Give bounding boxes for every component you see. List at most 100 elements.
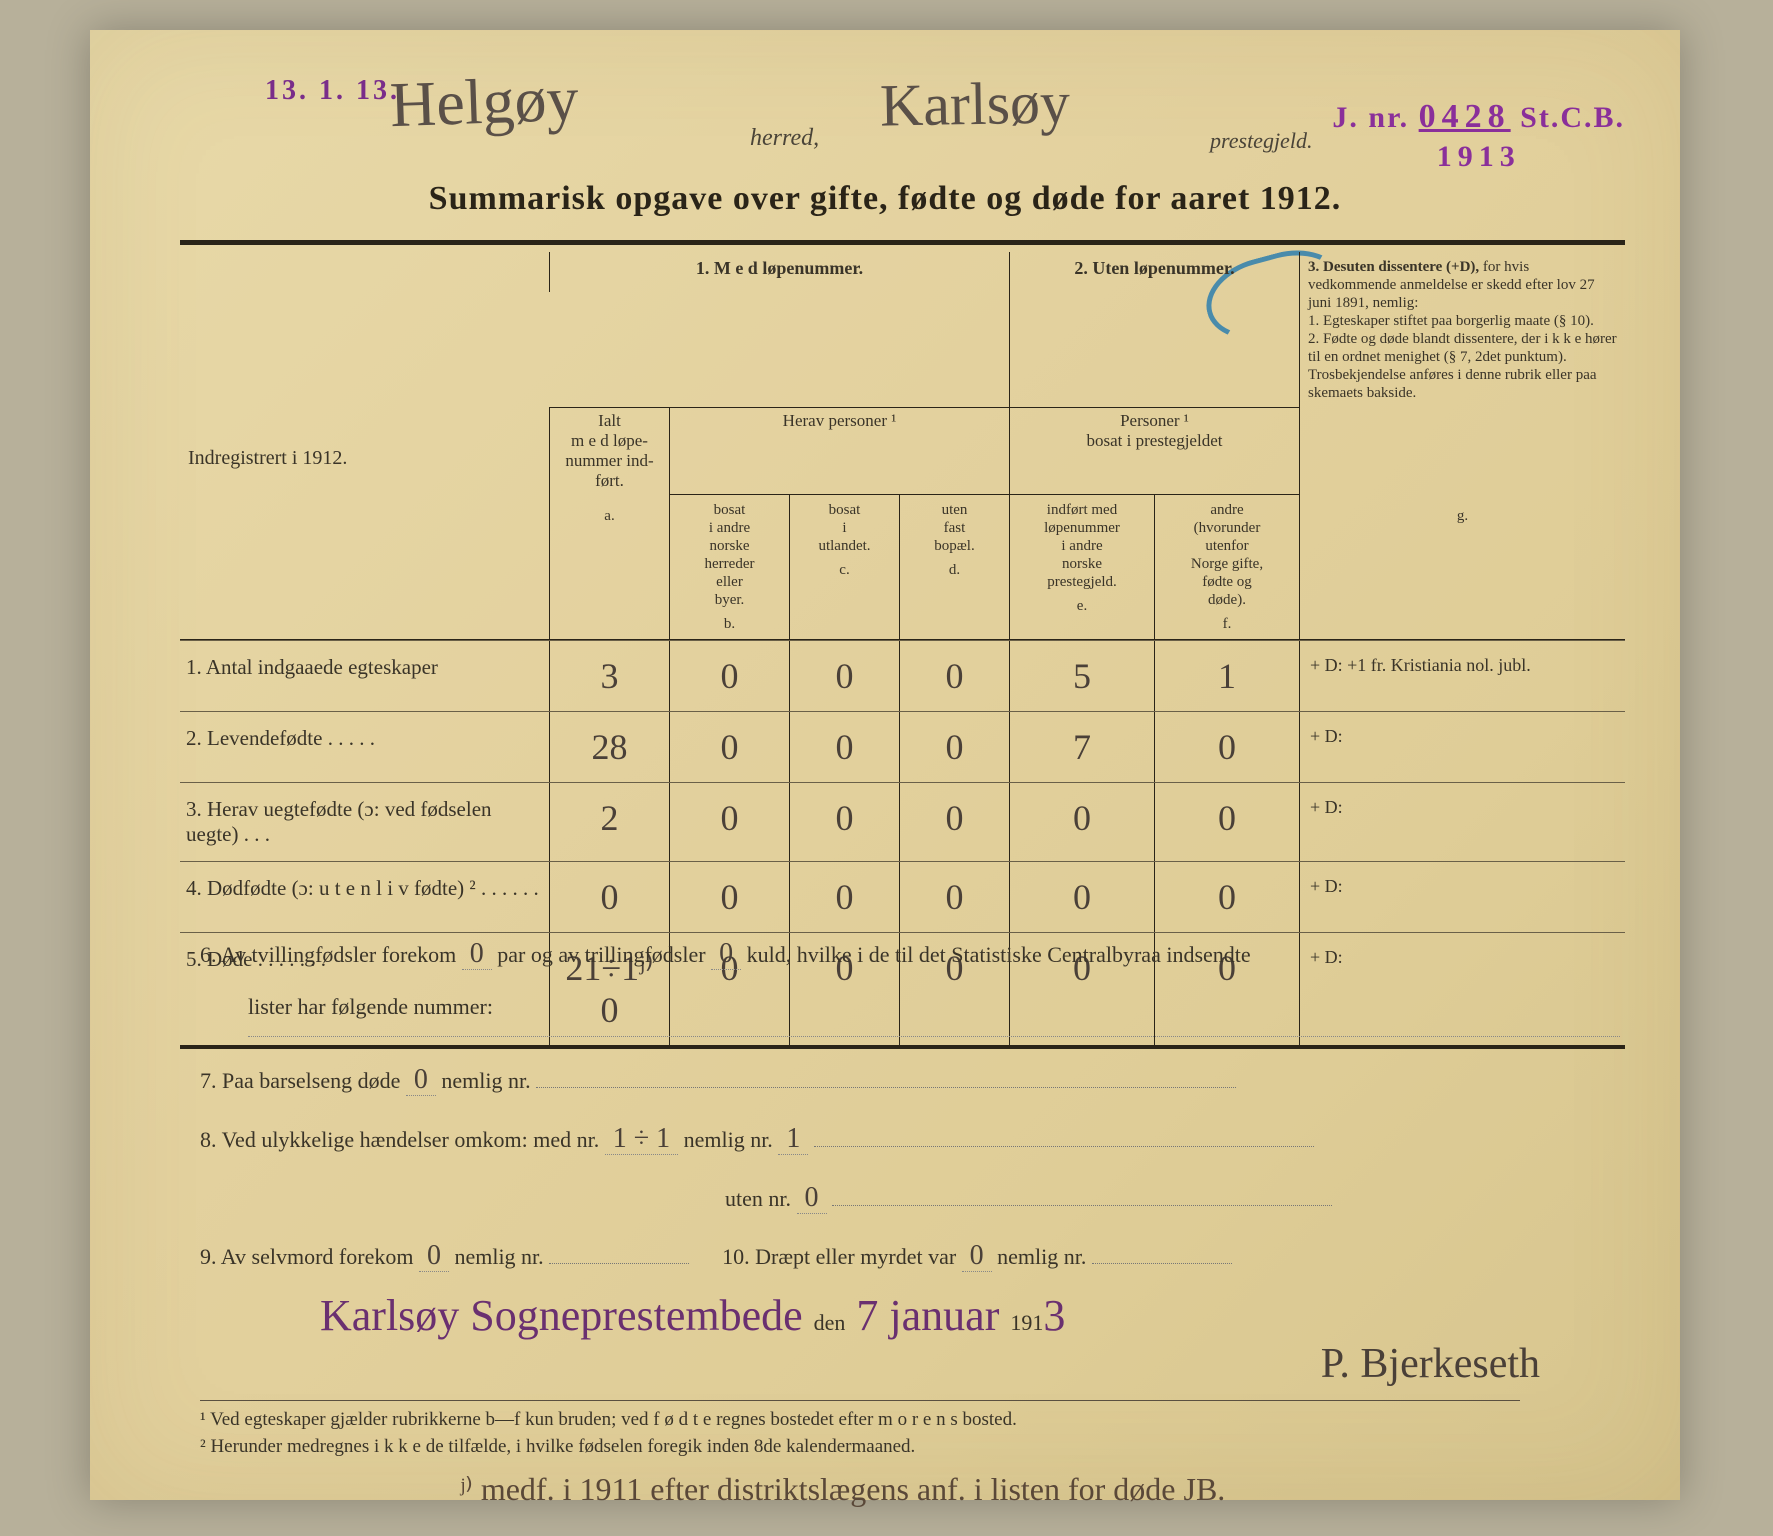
hdr-b: bosat i andre norske herreder eller byer… [670,495,790,640]
footnotes: ¹ Ved egteskaper gjælder rubrikkerne b—f… [200,1400,1520,1460]
signature-line: Karlsøy Sogneprestembede den 7 januar 19… [320,1290,1065,1341]
val-trip: 0 [711,938,741,970]
sig-year-prefix: 191 [1010,1310,1043,1335]
val-8-1: 1 ÷ 1 [605,1123,678,1155]
footnote-1: ¹ Ved egteskaper gjælder rubrikkerne b—f… [200,1407,1520,1434]
stamp-top-date: 13. 1. 13. [265,75,400,107]
val-8-2: 1 [778,1123,808,1155]
hdr-ialt: Ialt m e d løpe- nummer ind- ført. [550,407,670,495]
bottom-handwritten-note: ʲ⁾ medf. i 1911 efter distriktslægens an… [460,1470,1225,1508]
cell-g: + D: +1 fr. Kristiania nol. jubl. [1300,641,1625,711]
cell-c: 0 [790,862,900,932]
field-prestegjeld-handwritten: Karlsøy [879,68,1070,140]
hdr-d: uten fast bopæl.d. [900,495,1010,640]
val-9: 0 [419,1240,449,1272]
notes-block: 6. Av tvillingfødsler forekom 0 par og a… [200,925,1620,1286]
sig-date: 7 januar [856,1291,999,1340]
cell-c: 0 [790,783,900,861]
dotline-7 [536,1065,1236,1088]
note-8: 8. Ved ulykkelige hændelser omkom: med n… [200,1110,1620,1169]
cell-g: + D: [1300,783,1625,861]
cell-g: + D: [1300,862,1625,932]
note-6b: lister har følgende nummer: [200,984,1620,1030]
hdr-e: indført med løpenummer i andre norske pr… [1010,495,1155,640]
cell-c: 0 [790,641,900,711]
label-prestegjeld: prestegjeld. [1210,128,1312,154]
row-header-label: Indregistrert i 1912. [180,407,550,495]
row-label: 4. Dødfødte (ɔ: u t e n l i v fødte) ² .… [180,862,550,932]
table-header-top: 1. M e d løpenummer. 2. Uten løpenummer.… [180,252,1625,408]
cell-f: 0 [1155,783,1300,861]
cell-e: 0 [1010,862,1155,932]
jnr-prefix: J. nr. [1332,101,1409,134]
note-6: 6. Av tvillingfødsler forekom 0 par og a… [200,925,1620,984]
document-page: 13. 1. 13. Helgøy herred, Karlsøy preste… [90,30,1680,1500]
table-header-mid: Indregistrert i 1912. Ialt m e d løpe- n… [180,407,1625,495]
cell-e: 7 [1010,712,1155,782]
hdr-a: a. [550,495,670,640]
cell-b: 0 [670,783,790,861]
val-twin: 0 [462,938,492,970]
sig-year-hand: 3 [1043,1291,1065,1340]
jnr-year: 1913 [1332,140,1625,174]
jnr-suffix: St.C.B. [1520,101,1625,134]
hdr-col3: 3. Desuten dissentere (+D), for hvis ved… [1300,252,1625,408]
field-herred-handwritten: Helgøy [389,62,580,143]
hdr-low-blank [180,495,550,640]
signature-name: P. Bjerkeseth [1321,1340,1540,1388]
label-herred: herred, [750,125,819,152]
cell-g: + D: [1300,712,1625,782]
cell-a: 0 [550,862,670,932]
hdr-col3-text: for hvis vedkommende anmeldelse er skedd… [1308,259,1617,401]
page-title: Summarisk opgave over gifte, fødte og dø… [90,180,1680,218]
note-9-10: 9. Av selvmord forekom 0 nemlig nr. 10. … [200,1227,1620,1286]
hdr-col3-cont [1300,407,1625,495]
note-7: 7. Paa barselseng døde 0 nemlig nr. [200,1051,1620,1110]
hdr-blank [180,252,550,292]
table-row: 3. Herav uegtefødte (ɔ: ved fødselen ueg… [180,783,1625,862]
cell-b: 0 [670,712,790,782]
row-label: 2. Levendefødte . . . . . [180,712,550,782]
cell-d: 0 [900,641,1010,711]
cell-d: 0 [900,783,1010,861]
dotline-8b [832,1183,1332,1206]
table-row: 1. Antal indgaaede egteskaper300051+ D: … [180,640,1625,712]
hdr-herav: Herav personer ¹ [670,407,1010,495]
cell-f: 1 [1155,641,1300,711]
cell-a: 28 [550,712,670,782]
rule-under-title [180,240,1625,245]
cell-c: 0 [790,712,900,782]
cell-e: 0 [1010,783,1155,861]
dotline-8a [814,1124,1314,1147]
jnr-number: 0428 [1419,98,1511,135]
note-8b: uten nr. 0 [200,1169,1620,1228]
hdr-c: bosat i utlandet.c. [790,495,900,640]
table-header-low: a. bosat i andre norske herreder eller b… [180,495,1625,640]
dotline-10 [1092,1241,1232,1264]
cell-f: 0 [1155,712,1300,782]
hdr-col3-title: 3. Desuten dissentere (+D), [1308,259,1479,275]
row-label: 1. Antal indgaaede egteskaper [180,641,550,711]
table-row: 2. Levendefødte . . . . .2800070+ D: [180,712,1625,783]
cell-b: 0 [670,862,790,932]
cell-d: 0 [900,862,1010,932]
val-8-3: 0 [797,1182,827,1214]
table-row: 4. Dødfødte (ɔ: u t e n l i v fødte) ² .… [180,862,1625,933]
hdr-f: andre (hvorunder utenfor Norge gifte, fø… [1155,495,1300,640]
val-7: 0 [406,1064,436,1096]
row-label: 3. Herav uegtefødte (ɔ: ved fødselen ueg… [180,783,550,861]
val-10: 0 [962,1240,992,1272]
hdr-col1: 1. M e d løpenummer. [550,252,1010,408]
footnote-2: ² Herunder medregnes i k k e de tilfælde… [200,1434,1520,1461]
cell-e: 5 [1010,641,1155,711]
cell-f: 0 [1155,862,1300,932]
cell-a: 2 [550,783,670,861]
cell-a: 3 [550,641,670,711]
dotline-6 [248,1036,1620,1037]
hdr-col2: 2. Uten løpenummer. [1010,252,1300,408]
hdr-g: g. [1300,495,1625,640]
cell-b: 0 [670,641,790,711]
cell-d: 0 [900,712,1010,782]
hdr-personer: Personer ¹ bosat i prestegjeldet [1010,407,1300,495]
sig-place: Karlsøy Sogneprestembede [320,1291,803,1340]
